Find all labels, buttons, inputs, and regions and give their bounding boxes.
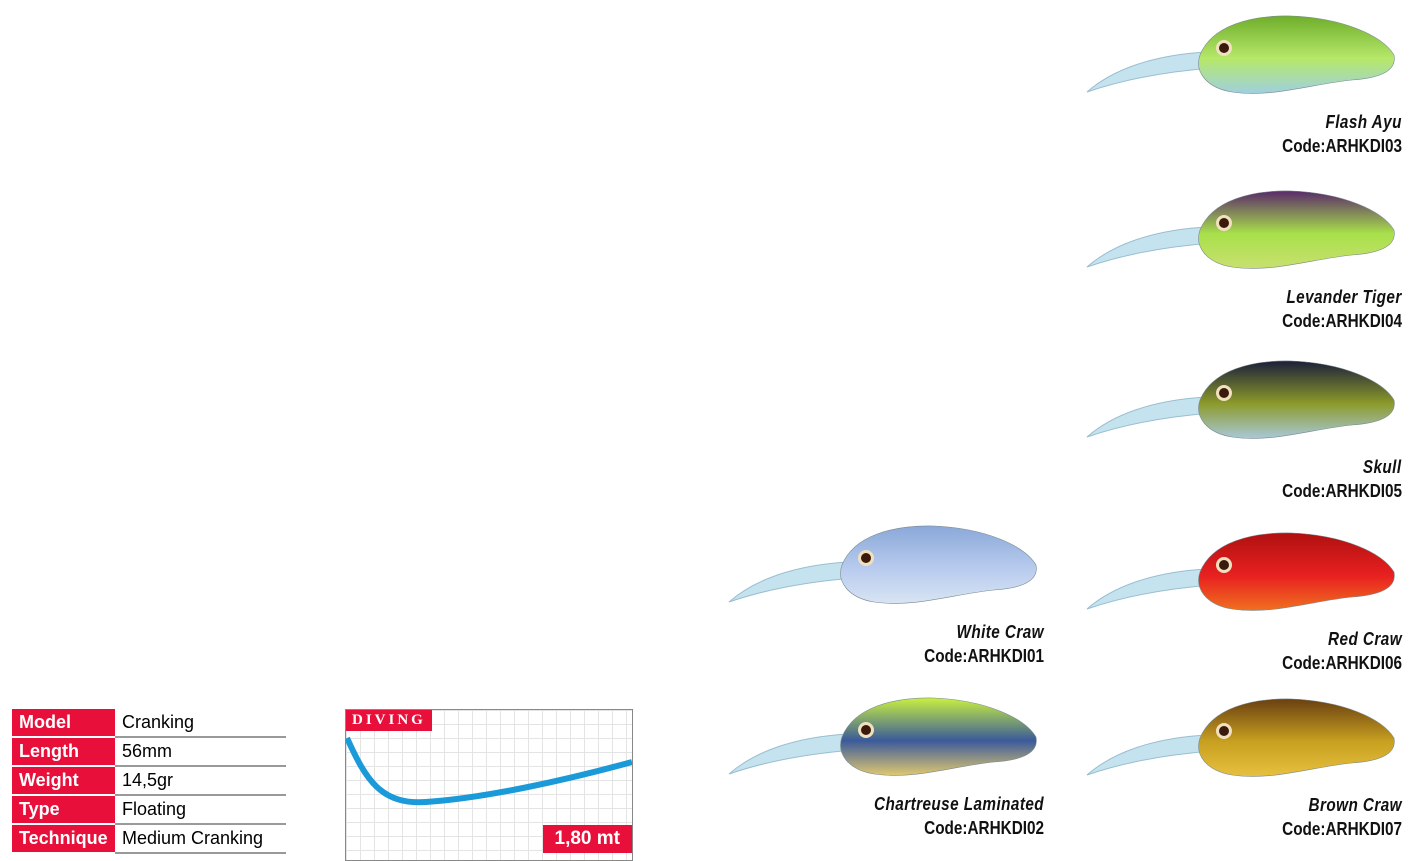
lure-name: Red Craw bbox=[1328, 629, 1402, 649]
lure-image bbox=[1086, 532, 1395, 611]
spec-row: Length 56mm bbox=[12, 737, 286, 767]
lure-image bbox=[1086, 360, 1395, 439]
spec-label: Length bbox=[12, 737, 115, 767]
spec-value: 14,5gr bbox=[115, 766, 286, 796]
lure-code: Code:ARHKDI05 bbox=[1282, 481, 1402, 501]
lure-2: Skull Code:ARHKDI05 bbox=[1082, 355, 1402, 505]
spec-label: Type bbox=[12, 795, 115, 825]
lure-code: Code:ARHKDI06 bbox=[1282, 653, 1402, 673]
lure-code: Code:ARHKDI03 bbox=[1282, 136, 1402, 156]
diving-depth: 1,80 mt bbox=[542, 825, 632, 853]
lure-1: Levander Tiger Code:ARHKDI04 bbox=[1082, 185, 1402, 335]
lure-image bbox=[728, 525, 1037, 604]
lure-name: Brown Craw bbox=[1308, 795, 1402, 815]
spec-row: Technique Medium Cranking bbox=[12, 824, 286, 854]
lure-name: Flash Ayu bbox=[1325, 112, 1402, 132]
spec-table: Model Cranking Length 56mm Weight 14,5gr Ty… bbox=[12, 709, 286, 854]
lure-name: Chartreuse Laminated bbox=[873, 794, 1044, 814]
diving-title: DIVING bbox=[346, 710, 432, 731]
spec-value: Cranking bbox=[115, 709, 286, 738]
spec-value: 56mm bbox=[115, 737, 286, 767]
lure-image bbox=[728, 697, 1037, 776]
lure-6: Brown Craw Code:ARHKDI07 bbox=[1082, 693, 1402, 843]
lure-code: Code:ARHKDI07 bbox=[1282, 819, 1402, 839]
spec-row: Type Floating bbox=[12, 795, 286, 825]
lure-0: Flash Ayu Code:ARHKDI03 bbox=[1082, 10, 1402, 160]
lure-image bbox=[1086, 15, 1395, 94]
spec-value: Medium Cranking bbox=[115, 824, 286, 854]
spec-label: Model bbox=[12, 709, 115, 738]
lure-4: Red Craw Code:ARHKDI06 bbox=[1082, 527, 1402, 677]
spec-label: Technique bbox=[12, 824, 115, 854]
spec-row: Model Cranking bbox=[12, 709, 286, 738]
lure-code: Code:ARHKDI02 bbox=[924, 818, 1044, 838]
diving-depth-chart: DIVING 1,80 mt bbox=[345, 709, 633, 861]
diving-curve bbox=[346, 736, 632, 806]
spec-label: Weight bbox=[12, 766, 115, 796]
lure-code: Code:ARHKDI04 bbox=[1282, 311, 1402, 331]
spec-row: Weight 14,5gr bbox=[12, 766, 286, 796]
lure-name: Skull bbox=[1363, 457, 1402, 477]
lure-name: White Craw bbox=[956, 622, 1044, 642]
spec-value: Floating bbox=[115, 795, 286, 825]
lure-3: White Craw Code:ARHKDI01 bbox=[724, 520, 1044, 670]
lure-name: Levander Tiger bbox=[1286, 287, 1402, 307]
lure-5: Chartreuse Laminated Code:ARHKDI02 bbox=[724, 692, 1044, 842]
lure-image bbox=[1086, 190, 1395, 269]
lure-image bbox=[1086, 698, 1395, 777]
lure-code: Code:ARHKDI01 bbox=[924, 646, 1044, 666]
